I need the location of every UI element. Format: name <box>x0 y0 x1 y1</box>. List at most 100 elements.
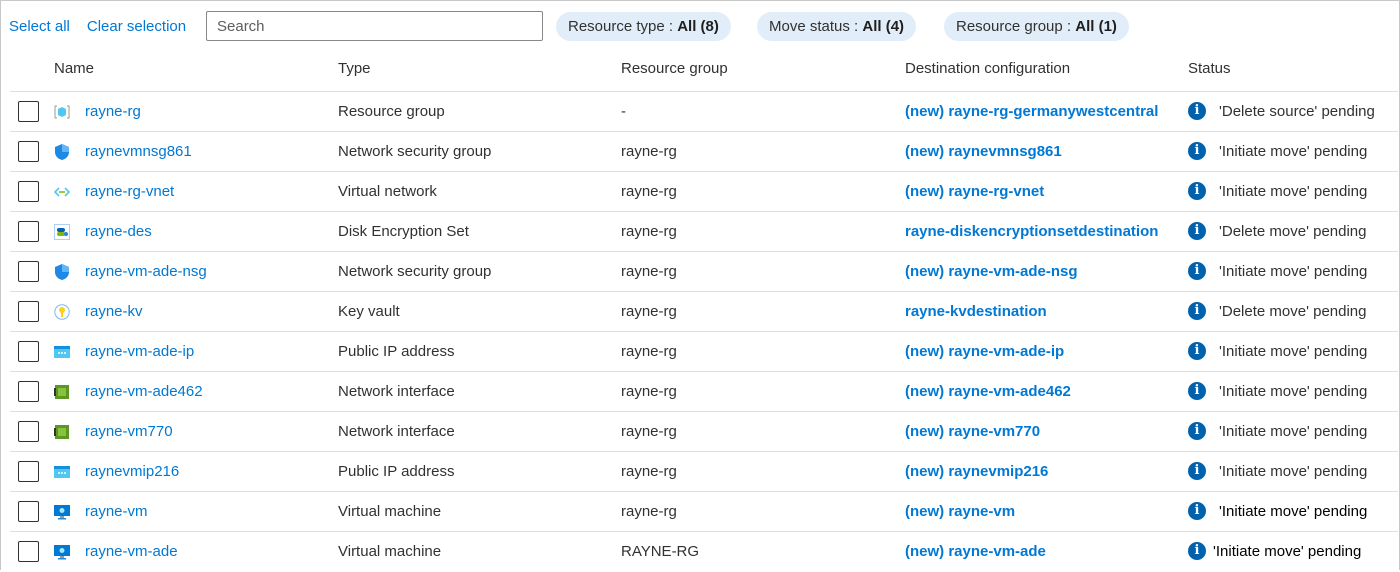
destination-configuration-link[interactable]: (new) raynevmnsg861 <box>905 143 1062 160</box>
resource-name-link[interactable]: rayne-vm-ade <box>85 543 178 560</box>
destination-configuration-link[interactable]: (new) rayne-vm770 <box>905 423 1041 440</box>
virtual-machine-icon <box>54 544 70 560</box>
column-header-type[interactable]: Type <box>338 60 371 77</box>
resource-type: Virtual network <box>338 183 437 200</box>
resource-type: Network security group <box>338 143 492 160</box>
resource-name-link[interactable]: rayne-vm770 <box>85 423 173 440</box>
resource-type: Network interface <box>338 423 455 440</box>
resource-name-link[interactable]: rayne-des <box>85 223 152 240</box>
filter-value: All (4) <box>862 18 905 35</box>
search-input[interactable] <box>206 11 543 41</box>
resource-name-link[interactable]: rayne-vm-ade-nsg <box>85 263 207 280</box>
move-status: 'Initiate move' pending <box>1213 543 1362 560</box>
resource-group: rayne-rg <box>621 503 677 520</box>
row-checkbox[interactable] <box>18 141 39 162</box>
info-icon: i <box>1188 542 1206 560</box>
table-row[interactable]: rayne-vm Virtual machine rayne-rg (new) … <box>10 491 1398 531</box>
public-ip-icon <box>54 464 70 480</box>
column-header-status[interactable]: Status <box>1188 60 1231 77</box>
row-checkbox[interactable] <box>18 461 39 482</box>
resource-name-link[interactable]: rayne-vm-ade462 <box>85 383 203 400</box>
resource-type: Network security group <box>338 263 492 280</box>
filter-move-status[interactable]: Move status : All (4) <box>757 12 917 41</box>
resource-name-link[interactable]: raynevmnsg861 <box>85 143 192 160</box>
resource-type: Virtual machine <box>338 543 442 560</box>
select-all-link[interactable]: Select all <box>9 17 70 35</box>
move-status: 'Initiate move' pending <box>1219 183 1368 200</box>
resource-name-link[interactable]: rayne-rg-vnet <box>85 183 175 200</box>
destination-configuration-link[interactable]: rayne-diskencryptionsetdestination <box>905 223 1159 240</box>
table-row[interactable]: raynevmnsg861 Network security group ray… <box>10 131 1398 171</box>
destination-configuration-link[interactable]: (new) rayne-rg-germanywestcentral <box>905 103 1159 120</box>
table-row[interactable]: rayne-vm770 Network interface rayne-rg (… <box>10 411 1398 451</box>
key-vault-icon <box>54 304 70 320</box>
table-row[interactable]: rayne-rg-vnet Virtual network rayne-rg (… <box>10 171 1398 211</box>
filter-resource-group[interactable]: Resource group : All (1) <box>944 12 1129 41</box>
toolbar: Select all Clear selection <box>9 11 186 41</box>
destination-configuration-link[interactable]: rayne-kvdestination <box>905 303 1047 320</box>
table-row[interactable]: rayne-vm-ade-ip Public IP address rayne-… <box>10 331 1398 371</box>
row-checkbox[interactable] <box>18 541 39 562</box>
resource-group: rayne-rg <box>621 183 677 200</box>
row-checkbox[interactable] <box>18 261 39 282</box>
resource-type: Resource group <box>338 103 445 120</box>
network-security-group-icon <box>54 264 70 280</box>
resource-name-link[interactable]: rayne-vm-ade-ip <box>85 343 195 360</box>
move-status: 'Initiate move' pending <box>1219 423 1368 440</box>
column-header-name[interactable]: Name <box>54 60 95 77</box>
table-row[interactable]: rayne-vm-ade-nsg Network security group … <box>10 251 1398 291</box>
info-icon: i <box>1188 262 1206 280</box>
table-row[interactable]: rayne-kv Key vault rayne-rg rayne-kvdest… <box>10 291 1398 331</box>
filter-resource-type[interactable]: Resource type : All (8) <box>556 12 731 41</box>
destination-configuration-link[interactable]: (new) rayne-rg-vnet <box>905 183 1045 200</box>
row-checkbox[interactable] <box>18 501 39 522</box>
row-checkbox[interactable] <box>18 221 39 242</box>
info-icon: i <box>1188 182 1206 200</box>
move-status: 'Initiate move' pending <box>1219 383 1368 400</box>
clear-selection-link[interactable]: Clear selection <box>86 17 187 35</box>
column-header-destination[interactable]: Destination configuration <box>905 60 1071 77</box>
resource-group: rayne-rg <box>621 383 677 400</box>
row-checkbox[interactable] <box>18 341 39 362</box>
resource-group: rayne-rg <box>621 343 677 360</box>
resource-group: rayne-rg <box>621 423 677 440</box>
resource-name-link[interactable]: rayne-vm <box>85 503 148 520</box>
resource-group: rayne-rg <box>621 143 677 160</box>
resource-group: rayne-rg <box>621 303 677 320</box>
resource-name-link[interactable]: rayne-kv <box>85 303 143 320</box>
destination-configuration-link[interactable]: (new) rayne-vm-ade-ip <box>905 343 1065 360</box>
resource-type: Virtual machine <box>338 503 442 520</box>
row-checkbox[interactable] <box>18 181 39 202</box>
filter-value: All (1) <box>1075 18 1117 35</box>
table-row[interactable]: rayne-des Disk Encryption Set rayne-rg r… <box>10 211 1398 251</box>
info-icon: i <box>1188 462 1206 480</box>
table-row[interactable]: rayne-vm-ade Virtual machine RAYNE-RG (n… <box>10 531 1398 571</box>
table-row[interactable]: rayne-vm-ade462 Network interface rayne-… <box>10 371 1398 411</box>
resource-name-link[interactable]: rayne-rg <box>85 103 141 120</box>
row-checkbox[interactable] <box>18 301 39 322</box>
resource-type: Network interface <box>338 383 455 400</box>
resource-type: Public IP address <box>338 343 455 360</box>
network-interface-icon <box>54 384 70 400</box>
destination-configuration-link[interactable]: (new) rayne-vm-ade462 <box>905 383 1071 400</box>
row-checkbox[interactable] <box>18 101 39 122</box>
resource-name-link[interactable]: raynevmip216 <box>85 463 180 480</box>
info-icon: i <box>1188 342 1206 360</box>
table-row[interactable]: raynevmip216 Public IP address rayne-rg … <box>10 451 1398 491</box>
column-header-resource-group[interactable]: Resource group <box>621 60 728 77</box>
destination-configuration-link[interactable]: (new) rayne-vm-ade <box>905 543 1046 560</box>
table-row[interactable]: rayne-rg Resource group - (new) rayne-rg… <box>10 91 1398 131</box>
virtual-network-icon <box>53 184 71 200</box>
virtual-machine-icon <box>54 504 70 520</box>
row-checkbox[interactable] <box>18 421 39 442</box>
resource-group: rayne-rg <box>621 463 677 480</box>
destination-configuration-link[interactable]: (new) rayne-vm-ade-nsg <box>905 263 1078 280</box>
row-checkbox[interactable] <box>18 381 39 402</box>
destination-configuration-link[interactable]: (new) rayne-vm <box>905 503 1016 520</box>
resource-type: Disk Encryption Set <box>338 223 469 240</box>
move-status: 'Delete move' pending <box>1219 303 1367 320</box>
resource-group: rayne-rg <box>621 223 677 240</box>
move-status: 'Initiate move' pending <box>1219 143 1368 160</box>
destination-configuration-link[interactable]: (new) raynevmip216 <box>905 463 1049 480</box>
move-status: 'Initiate move' pending <box>1219 503 1368 520</box>
